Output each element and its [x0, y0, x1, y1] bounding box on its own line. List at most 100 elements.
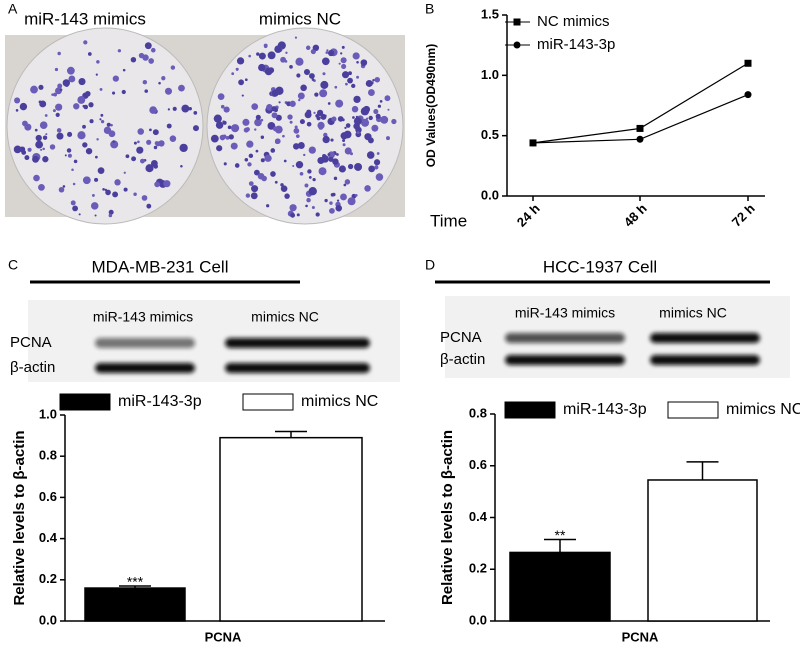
- colony: [275, 140, 279, 144]
- colony: [73, 159, 78, 164]
- colony: [91, 194, 95, 197]
- band: [95, 363, 195, 373]
- colony: [329, 208, 335, 214]
- band: [505, 355, 625, 365]
- colony: [96, 60, 100, 64]
- colony: [34, 128, 38, 132]
- colony: [15, 109, 19, 112]
- colony: [192, 125, 199, 132]
- colony: [379, 100, 383, 103]
- colony: [368, 165, 376, 173]
- colony: [149, 106, 157, 114]
- colony: [347, 77, 353, 84]
- colony: [280, 56, 287, 63]
- colony: [368, 115, 373, 121]
- y-tick-label: 1.5: [481, 6, 499, 21]
- colony: [311, 206, 315, 210]
- colony: [293, 127, 300, 134]
- y-tick-label: 0.2: [39, 571, 57, 586]
- colony: [360, 118, 370, 127]
- colony: [373, 159, 381, 166]
- colony: [19, 102, 28, 111]
- colony: [354, 162, 363, 171]
- colony: [306, 197, 311, 203]
- colony: [215, 121, 224, 129]
- colony: [292, 143, 300, 150]
- colony: [305, 204, 308, 208]
- colony: [112, 191, 119, 198]
- legend-label: mimics NC: [726, 401, 800, 418]
- colony: [67, 131, 73, 137]
- colony: [150, 160, 158, 167]
- colony: [341, 45, 345, 49]
- colony: [170, 65, 176, 70]
- blot-title: MDA-MB-231 Cell: [92, 257, 229, 276]
- colony: [236, 57, 245, 65]
- colony: [220, 104, 225, 109]
- colony: [306, 121, 312, 127]
- colony: [42, 135, 48, 140]
- legend-label: mimics NC: [301, 393, 378, 410]
- colony: [315, 212, 320, 217]
- colony: [308, 73, 315, 79]
- y-axis-label: OD Values(OD490nm): [424, 44, 438, 167]
- colony: [167, 108, 170, 111]
- colony: [255, 114, 261, 120]
- colony: [45, 133, 48, 136]
- colony: [294, 36, 298, 39]
- colony: [266, 204, 270, 208]
- colony: [38, 183, 45, 191]
- colony: [82, 104, 86, 108]
- band: [650, 333, 760, 343]
- colony: [64, 154, 67, 157]
- y-tick-label: 1.0: [39, 406, 57, 421]
- colony: [356, 131, 360, 135]
- colony: [70, 200, 76, 206]
- colony: [85, 147, 93, 155]
- colony: [380, 115, 389, 124]
- colony: [391, 118, 397, 125]
- colony: [44, 114, 48, 117]
- colony: [154, 181, 161, 188]
- colony: [296, 213, 300, 217]
- colony: [299, 119, 305, 125]
- colony: [327, 49, 335, 57]
- colony: [334, 85, 338, 89]
- colony: [146, 203, 152, 209]
- colony: [341, 71, 350, 79]
- colony: [133, 192, 137, 197]
- colony: [55, 112, 60, 117]
- colony: [217, 93, 225, 101]
- colony: [294, 125, 298, 129]
- colony: [78, 78, 86, 86]
- colony: [67, 153, 72, 158]
- colony: [213, 114, 222, 123]
- colony: [82, 124, 86, 129]
- colony: [368, 89, 375, 96]
- colony: [137, 140, 140, 144]
- colony: [355, 115, 359, 118]
- colony: [344, 126, 347, 129]
- colony: [255, 149, 259, 153]
- colony: [351, 83, 356, 89]
- colony: [352, 116, 355, 119]
- colony: [251, 103, 259, 110]
- colony: [332, 192, 336, 197]
- colony: [256, 52, 260, 56]
- colony: [295, 134, 300, 138]
- colony: [274, 180, 278, 184]
- colony: [94, 177, 99, 182]
- colony: [99, 87, 103, 91]
- colony: [299, 171, 304, 176]
- colony: [153, 145, 158, 150]
- colony: [366, 151, 375, 159]
- colony: [130, 56, 137, 63]
- colony: [338, 62, 341, 65]
- colony: [308, 187, 317, 196]
- colony: [158, 81, 161, 85]
- colony: [57, 83, 63, 89]
- colony: [360, 59, 368, 66]
- blot-title: HCC-1937 Cell: [543, 257, 657, 276]
- panel-label: B: [425, 1, 434, 17]
- band: [505, 333, 625, 343]
